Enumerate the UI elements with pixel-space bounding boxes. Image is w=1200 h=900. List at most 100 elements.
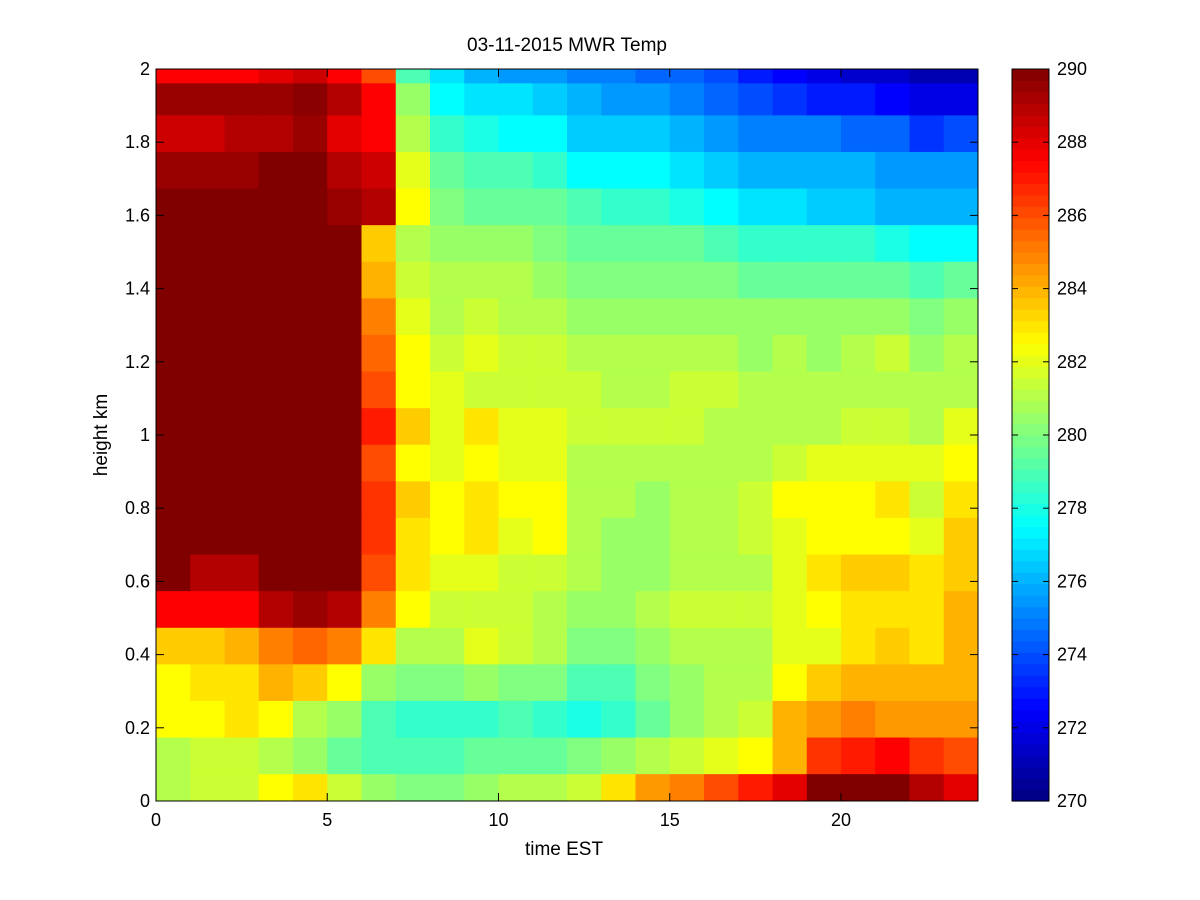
colorbar-tick-label: 278 bbox=[1057, 498, 1087, 518]
heatmap-cell bbox=[669, 151, 705, 189]
heatmap-cell bbox=[909, 69, 945, 84]
colorbar-segment bbox=[1012, 252, 1049, 265]
heatmap-cell bbox=[704, 736, 739, 775]
heatmap-cell bbox=[875, 261, 911, 299]
heatmap-cell bbox=[601, 297, 637, 335]
heatmap-cell bbox=[772, 151, 808, 189]
heatmap-cell bbox=[532, 261, 568, 299]
heatmap-cell bbox=[430, 151, 465, 189]
colorbar-segment bbox=[1012, 778, 1049, 791]
heatmap-cell bbox=[738, 407, 774, 445]
heatmap-cell bbox=[943, 224, 978, 262]
colorbar-tick-label: 284 bbox=[1057, 279, 1087, 299]
heatmap-cell bbox=[909, 517, 945, 555]
colorbar-tick-label: 274 bbox=[1057, 645, 1087, 665]
heatmap-cell bbox=[156, 69, 191, 84]
heatmap-cell bbox=[395, 444, 431, 482]
heatmap-cell bbox=[430, 444, 465, 482]
heatmap-cell bbox=[669, 590, 705, 628]
heatmap-cell bbox=[293, 517, 328, 555]
x-tick-label: 20 bbox=[831, 810, 851, 830]
colorbar-segment bbox=[1012, 560, 1049, 573]
heatmap-cell bbox=[601, 773, 637, 801]
heatmap-cell bbox=[669, 334, 705, 372]
heatmap-cell bbox=[464, 700, 500, 738]
heatmap-cell bbox=[156, 700, 191, 738]
heatmap-cell bbox=[943, 627, 978, 665]
heatmap-cell bbox=[635, 736, 671, 775]
heatmap-cell bbox=[395, 480, 431, 518]
heatmap-cell bbox=[806, 114, 842, 152]
heatmap-cell bbox=[156, 444, 191, 482]
heatmap-cell bbox=[361, 627, 397, 665]
heatmap-cell bbox=[943, 663, 978, 701]
heatmap-cell bbox=[875, 590, 911, 628]
heatmap-cell bbox=[772, 736, 808, 775]
colorbar-segment bbox=[1012, 492, 1049, 505]
heatmap-cell bbox=[567, 590, 602, 628]
heatmap-cell bbox=[293, 224, 328, 262]
heatmap-cell bbox=[669, 370, 705, 409]
heatmap-cell bbox=[361, 773, 397, 801]
heatmap-cell bbox=[156, 370, 191, 409]
heatmap-cell bbox=[293, 187, 328, 226]
heatmap-cell bbox=[943, 334, 978, 372]
heatmap-cell bbox=[943, 407, 978, 445]
heatmap-cell bbox=[875, 736, 911, 775]
heatmap-cell bbox=[875, 407, 911, 445]
heatmap-cell bbox=[361, 69, 397, 84]
heatmap-cell bbox=[704, 700, 739, 738]
heatmap-cell bbox=[635, 187, 671, 226]
heatmap-cell bbox=[738, 69, 774, 84]
colorbar-segment bbox=[1012, 126, 1049, 139]
heatmap-cell bbox=[841, 261, 876, 299]
heatmap-cell bbox=[327, 370, 363, 409]
heatmap-cell bbox=[909, 187, 945, 226]
colorbar-segment bbox=[1012, 572, 1049, 585]
colorbar-segment bbox=[1012, 457, 1049, 470]
heatmap-cell bbox=[156, 517, 191, 555]
heatmap-cell bbox=[704, 553, 739, 592]
colorbar-segment bbox=[1012, 80, 1049, 93]
heatmap-cell bbox=[875, 517, 911, 555]
x-tick-label: 15 bbox=[660, 810, 680, 830]
heatmap-cell bbox=[704, 224, 739, 262]
heatmap-cell bbox=[738, 590, 774, 628]
heatmap-cell bbox=[361, 334, 397, 372]
heatmap-cell bbox=[567, 261, 602, 299]
heatmap-cell bbox=[156, 663, 191, 701]
heatmap-cell bbox=[875, 82, 911, 116]
heatmap-cell bbox=[841, 553, 876, 592]
heatmap-cell bbox=[567, 334, 602, 372]
heatmap-cell bbox=[258, 224, 294, 262]
heatmap-cell bbox=[704, 334, 739, 372]
heatmap-cell bbox=[224, 590, 260, 628]
heatmap-cell bbox=[464, 224, 500, 262]
heatmap-cell bbox=[464, 590, 500, 628]
heatmap-cell bbox=[430, 773, 465, 801]
colorbar-tick-label: 272 bbox=[1057, 718, 1087, 738]
heatmap-cell bbox=[361, 187, 397, 226]
heatmap-cell bbox=[601, 700, 637, 738]
heatmap-cell bbox=[498, 82, 534, 116]
colorbar-segment bbox=[1012, 206, 1049, 219]
heatmap-cell bbox=[395, 627, 431, 665]
heatmap-cell bbox=[293, 407, 328, 445]
heatmap-cell bbox=[943, 517, 978, 555]
heatmap-cell bbox=[498, 261, 534, 299]
colorbar-segment bbox=[1012, 766, 1049, 779]
colorbar-segment bbox=[1012, 732, 1049, 745]
heatmap-cell bbox=[464, 187, 500, 226]
heatmap-cell bbox=[806, 736, 842, 775]
heatmap-cell bbox=[669, 444, 705, 482]
heatmap-cell bbox=[601, 627, 637, 665]
heatmap-cell bbox=[875, 773, 911, 801]
heatmap-cell bbox=[190, 517, 226, 555]
heatmap-cell bbox=[395, 187, 431, 226]
colorbar-segment bbox=[1012, 343, 1049, 356]
y-tick-label: 0.6 bbox=[125, 571, 150, 591]
heatmap-cell bbox=[498, 114, 534, 152]
heatmap-cell bbox=[567, 480, 602, 518]
colorbar-segment bbox=[1012, 640, 1049, 653]
heatmap-cell bbox=[430, 297, 465, 335]
